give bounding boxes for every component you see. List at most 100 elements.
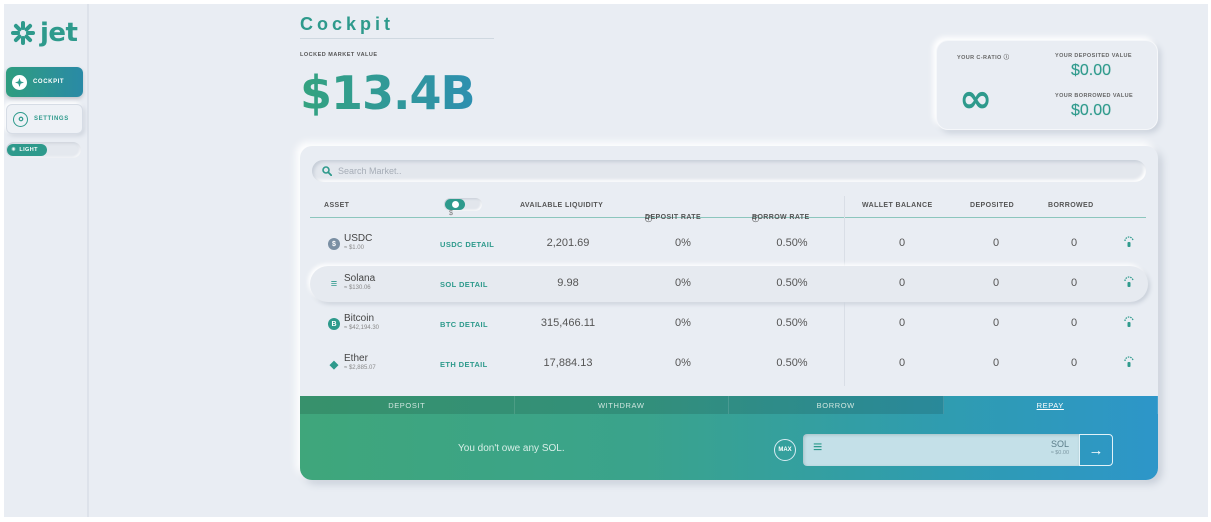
available-liquidity: 17,884.13 (543, 357, 593, 369)
borrow-rate: 0.50% (776, 317, 808, 329)
deposit-rate: 0% (675, 237, 691, 249)
deposited-amount: 0 (992, 357, 1000, 369)
currency-toggle-knob (445, 199, 465, 210)
search-input[interactable] (338, 166, 638, 176)
logo[interactable]: jet (10, 18, 78, 48)
asset-detail-link[interactable]: ETH DETAIL (440, 360, 488, 369)
submit-button[interactable]: → (1079, 434, 1113, 466)
amount-usd: ≈ $0.00 (1050, 449, 1069, 456)
table-row[interactable]: B Bitcoin ≈ $42,194.30 BTC DETAIL 315,46… (310, 306, 1148, 342)
borrowed-value: $0.00 (1071, 102, 1112, 119)
amount-currency: SOL ≈ $0.00 (1050, 439, 1069, 456)
airdrop-icon[interactable] (1122, 236, 1136, 253)
asset-price: ≈ $42,194.30 (344, 325, 379, 331)
amount-symbol: SOL (1050, 439, 1069, 449)
borrow-rate: 0.50% (776, 277, 808, 289)
asset-name: Solana (344, 273, 376, 284)
asset-detail-link[interactable]: SOL DETAIL (440, 280, 488, 289)
borrow-rate: 0.50% (776, 237, 808, 249)
borrowed-amount: 0 (1070, 317, 1078, 329)
action-tabs: DEPOSIT WITHDRAW BORROW REPAY (300, 396, 1158, 414)
locked-market-label: LOCKED MARKET VALUE (300, 52, 378, 58)
tab-withdraw[interactable]: WITHDRAW (514, 396, 729, 414)
theme-toggle-knob: ☀ LIGHT (7, 144, 47, 156)
app-window: jet COCKPIT SETTINGS ☀ LIGHT Cockpit LOC… (4, 4, 1208, 517)
col-borrowed: BORROWED (1048, 202, 1094, 209)
asset-price: ≈ $130.06 (344, 285, 371, 291)
search-bar[interactable] (312, 160, 1146, 182)
wallet-balance: 0 (898, 357, 906, 369)
wallet-balance: 0 (898, 237, 906, 249)
compass-icon (12, 74, 27, 90)
currency-toggle-label: $ (449, 210, 454, 217)
deposited-value-label: YOUR DEPOSITED VALUE (1055, 53, 1132, 59)
asset-price: ≈ $1.00 (344, 245, 364, 251)
c-ratio-value: ∞ (959, 76, 993, 122)
col-wallet-balance: WALLET BALANCE (862, 202, 933, 209)
sun-icon: ☀ (11, 147, 17, 153)
title-divider (300, 38, 494, 39)
info-icon[interactable]: ⓘ (645, 216, 653, 223)
usdc-icon: $ (328, 238, 340, 250)
deposit-rate: 0% (675, 317, 691, 329)
asset-detail-link[interactable]: USDC DETAIL (440, 240, 495, 249)
max-button[interactable]: MAX (774, 439, 796, 461)
asset-name: Bitcoin (344, 313, 375, 324)
table-row[interactable]: ≡ Solana ≈ $130.06 SOL DETAIL 9.98 0% 0.… (310, 266, 1148, 302)
deposit-rate: 0% (675, 357, 691, 369)
logo-text: jet (40, 18, 78, 48)
deposited-value: $0.00 (1071, 62, 1112, 79)
sidebar-item-cockpit[interactable]: COCKPIT (6, 67, 83, 97)
user-stats-card: YOUR C-RATIO ⓘ ∞ YOUR DEPOSITED VALUE $0… (936, 40, 1158, 130)
tab-deposit[interactable]: DEPOSIT (300, 396, 515, 414)
airdrop-icon[interactable] (1122, 316, 1136, 333)
deposited-amount: 0 (992, 317, 1000, 329)
borrowed-amount: 0 (1070, 357, 1078, 369)
table-header: ASSET $ AVAILABLE LIQUIDITY DEPOSIT RATE… (310, 190, 1146, 223)
repay-message: You don't owe any SOL. (458, 443, 565, 454)
sidebar-item-settings[interactable]: SETTINGS (6, 104, 83, 134)
solana-icon: ≡ (330, 278, 338, 290)
sidebar: jet COCKPIT SETTINGS ☀ LIGHT (4, 4, 89, 517)
borrow-rate: 0.50% (776, 357, 808, 369)
col-asset: ASSET (324, 202, 350, 209)
sidebar-item-label: COCKPIT (33, 79, 65, 85)
market-table-card: ASSET $ AVAILABLE LIQUIDITY DEPOSIT RATE… (300, 146, 1158, 480)
search-icon (322, 166, 332, 176)
asset-name: Ether (344, 353, 368, 364)
available-liquidity: 9.98 (557, 277, 579, 289)
info-icon[interactable]: ⓘ (1003, 55, 1010, 61)
theme-toggle[interactable]: ☀ LIGHT (6, 142, 81, 158)
table-row[interactable]: $ USDC ≈ $1.00 USDC DETAIL 2,201.69 0% 0… (310, 226, 1148, 262)
sidebar-item-label: SETTINGS (34, 116, 69, 122)
info-icon[interactable]: ⓘ (752, 216, 760, 223)
currency-toggle[interactable]: $ (444, 198, 482, 217)
table-row[interactable]: ◆ Ether ≈ $2,885.07 ETH DETAIL 17,884.13… (310, 346, 1148, 382)
theme-toggle-label: LIGHT (19, 147, 38, 153)
borrowed-value-label: YOUR BORROWED VALUE (1055, 93, 1134, 99)
airdrop-icon[interactable] (1122, 276, 1136, 293)
locked-market-value: $13.4B (300, 66, 476, 120)
available-liquidity: 2,201.69 (546, 237, 590, 249)
bitcoin-icon: B (328, 318, 340, 330)
action-panel: DEPOSIT WITHDRAW BORROW REPAY You don't … (300, 396, 1158, 480)
settings-icon (13, 111, 28, 127)
jet-logo-icon (11, 21, 35, 45)
tab-borrow[interactable]: BORROW (729, 396, 944, 414)
asset-price: ≈ $2,885.07 (344, 365, 376, 371)
c-ratio-label: YOUR C-RATIO ⓘ (957, 55, 1010, 61)
airdrop-icon[interactable] (1122, 356, 1136, 373)
page-title: Cockpit (300, 14, 395, 34)
asset-detail-link[interactable]: BTC DETAIL (440, 320, 489, 329)
col-available-liquidity: AVAILABLE LIQUIDITY (520, 202, 604, 209)
deposited-amount: 0 (992, 277, 1000, 289)
borrowed-amount: 0 (1070, 237, 1078, 249)
amount-input[interactable]: ≡ SOL ≈ $0.00 (803, 434, 1079, 466)
deposit-rate: 0% (675, 277, 691, 289)
asset-name: USDC (344, 233, 373, 244)
deposited-amount: 0 (992, 237, 1000, 249)
wallet-balance: 0 (898, 317, 906, 329)
tab-repay[interactable]: REPAY (944, 396, 1158, 414)
solana-icon: ≡ (813, 439, 823, 456)
available-liquidity: 315,466.11 (540, 317, 596, 329)
